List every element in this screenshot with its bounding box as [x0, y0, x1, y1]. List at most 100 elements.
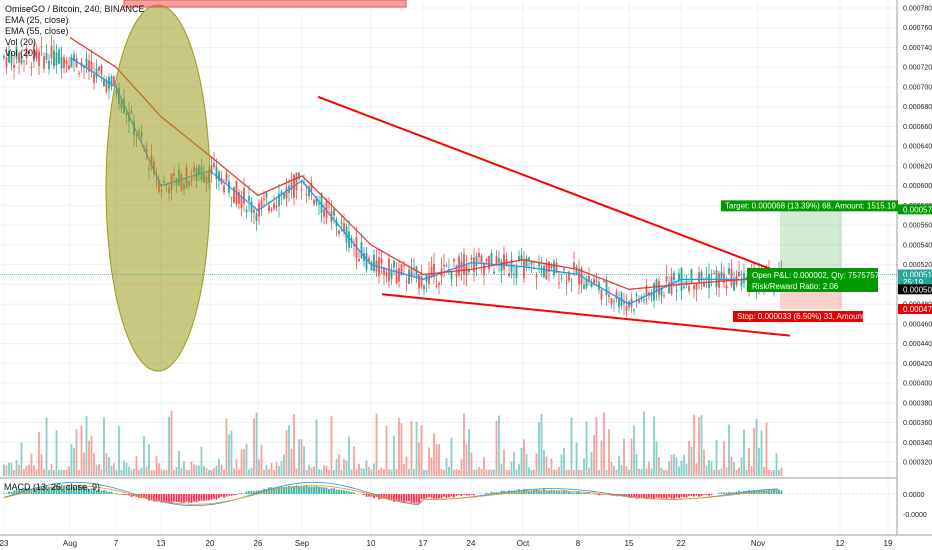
price-badge[interactable]	[898, 276, 932, 287]
candle-body[interactable]	[320, 193, 323, 213]
candle-body[interactable]	[723, 273, 725, 284]
candle-body[interactable]	[443, 264, 445, 267]
target-label-box[interactable]	[721, 200, 898, 212]
candle-body[interactable]	[468, 269, 470, 272]
candle-body[interactable]	[353, 244, 355, 247]
candle-body[interactable]	[380, 258, 383, 264]
candle-body[interactable]	[305, 194, 308, 196]
candle-body[interactable]	[280, 191, 283, 195]
stop-label-box[interactable]	[733, 311, 863, 323]
candle-body[interactable]	[698, 272, 700, 283]
candle-body[interactable]	[725, 285, 728, 289]
candle-body[interactable]	[398, 268, 400, 282]
symbol-title[interactable]: OmiseGO / Bitcoin, 240, BINANCE	[5, 4, 145, 14]
candle-body[interactable]	[103, 78, 105, 87]
candle-body[interactable]	[708, 274, 710, 289]
candle-body[interactable]	[213, 163, 215, 168]
candle-body[interactable]	[598, 282, 600, 290]
candle-body[interactable]	[55, 52, 58, 66]
candle-body[interactable]	[365, 252, 368, 270]
candle-body[interactable]	[623, 302, 625, 304]
candle-body[interactable]	[675, 290, 678, 292]
candle-body[interactable]	[315, 196, 318, 204]
candle-body[interactable]	[743, 273, 745, 283]
candle-body[interactable]	[95, 68, 98, 77]
macd-legend[interactable]: MACD (13, 26, close, 9)	[4, 482, 100, 492]
candle-body[interactable]	[390, 270, 393, 279]
candle-body[interactable]	[38, 51, 40, 67]
candle-body[interactable]	[20, 56, 23, 64]
candle-body[interactable]	[245, 209, 248, 213]
candle-body[interactable]	[223, 185, 225, 193]
candle-body[interactable]	[648, 292, 650, 295]
candle-body[interactable]	[15, 46, 18, 59]
candle-body[interactable]	[63, 57, 65, 68]
candle-body[interactable]	[395, 269, 398, 284]
candle-body[interactable]	[555, 262, 558, 273]
candle-body[interactable]	[363, 253, 365, 262]
candle-body[interactable]	[695, 283, 698, 291]
candle-body[interactable]	[625, 305, 628, 311]
candle-body[interactable]	[690, 269, 693, 284]
candle-body[interactable]	[728, 268, 730, 274]
candle-body[interactable]	[693, 285, 695, 289]
candle-body[interactable]	[348, 231, 350, 248]
candle-body[interactable]	[478, 252, 480, 258]
candle-body[interactable]	[550, 264, 553, 269]
candle-body[interactable]	[650, 292, 653, 297]
candle-body[interactable]	[340, 222, 343, 224]
candle-body[interactable]	[613, 300, 615, 302]
candle-body[interactable]	[583, 284, 585, 290]
candle-body[interactable]	[403, 265, 405, 267]
candle-body[interactable]	[413, 267, 415, 269]
candle-body[interactable]	[595, 280, 598, 283]
candle-body[interactable]	[445, 265, 448, 267]
candle-body[interactable]	[58, 49, 60, 64]
candle-body[interactable]	[518, 256, 520, 262]
candle-body[interactable]	[560, 278, 563, 280]
candle-body[interactable]	[520, 255, 523, 260]
candle-body[interactable]	[30, 67, 33, 69]
candle-body[interactable]	[370, 261, 373, 271]
candle-body[interactable]	[475, 256, 478, 266]
candle-body[interactable]	[688, 285, 690, 292]
candle-body[interactable]	[585, 279, 588, 288]
candle-body[interactable]	[273, 203, 275, 209]
candle-body[interactable]	[733, 278, 735, 291]
candle-body[interactable]	[658, 281, 660, 296]
candle-body[interactable]	[285, 187, 288, 199]
candle-body[interactable]	[718, 272, 720, 288]
candle-body[interactable]	[308, 186, 310, 197]
candle-body[interactable]	[318, 203, 320, 205]
candle-body[interactable]	[600, 289, 603, 300]
candle-body[interactable]	[270, 209, 273, 211]
candle-body[interactable]	[615, 291, 618, 299]
price-badge[interactable]	[898, 284, 932, 295]
candle-body[interactable]	[368, 257, 370, 262]
candle-body[interactable]	[255, 213, 258, 221]
candle-body[interactable]	[25, 48, 28, 59]
candle-body[interactable]	[325, 200, 328, 219]
candle-body[interactable]	[298, 172, 300, 179]
candle-body[interactable]	[703, 281, 705, 287]
candle-body[interactable]	[88, 60, 90, 72]
candle-body[interactable]	[23, 60, 25, 62]
price-badge[interactable]	[898, 304, 932, 315]
candle-body[interactable]	[230, 197, 233, 199]
candle-body[interactable]	[343, 223, 345, 232]
candle-body[interactable]	[713, 273, 715, 275]
candle-body[interactable]	[593, 278, 595, 286]
candle-body[interactable]	[428, 273, 430, 285]
candle-body[interactable]	[553, 261, 555, 276]
candle-body[interactable]	[225, 173, 228, 182]
candle-body[interactable]	[578, 271, 580, 285]
price-badge[interactable]	[898, 204, 932, 215]
candle-body[interactable]	[673, 272, 675, 281]
candle-body[interactable]	[665, 276, 668, 282]
candle-body[interactable]	[408, 269, 410, 284]
candle-body[interactable]	[98, 66, 100, 71]
price-badge[interactable]	[898, 269, 932, 280]
candle-body[interactable]	[338, 230, 340, 234]
candle-body[interactable]	[473, 257, 475, 273]
candle-body[interactable]	[495, 256, 498, 264]
